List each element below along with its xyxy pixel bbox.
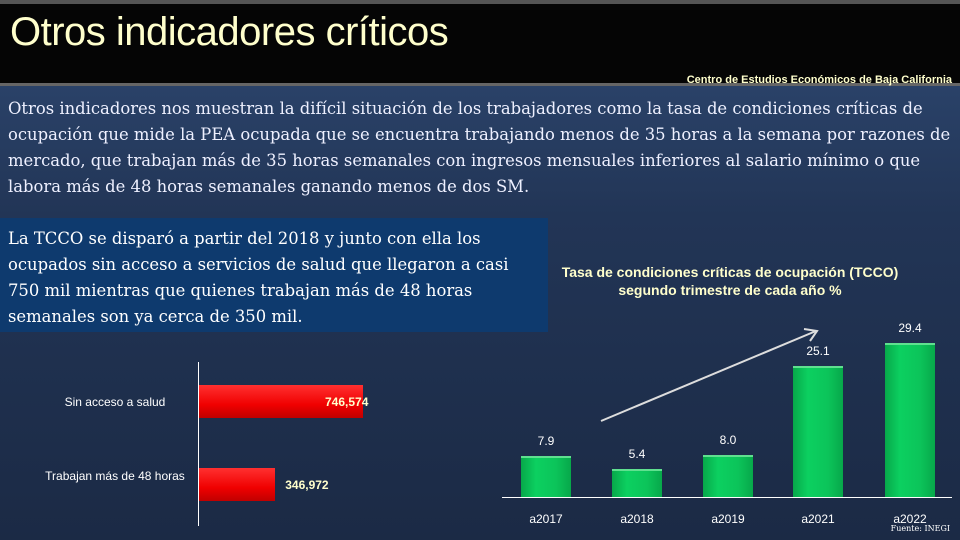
hbar: [199, 385, 363, 418]
header-bar: Otros indicadores críticos Centro de Est…: [0, 0, 960, 86]
hbar-value-label: 346,972: [285, 478, 329, 492]
vbar-value-label: 7.9: [537, 433, 555, 448]
vbar: [521, 455, 571, 497]
vbar-category-label: a2022: [893, 512, 927, 526]
vbar-value-label: 29.4: [898, 321, 922, 335]
intro-paragraph: Otros indicadores nos muestran la difíci…: [8, 99, 951, 196]
vbar-category-label: a2021: [801, 512, 835, 526]
vbar-value-label: 8.0: [719, 433, 737, 448]
vbar-category-label: a2018: [620, 512, 654, 526]
chart-baseline: [502, 497, 952, 498]
vbar: [793, 365, 843, 497]
vbar-category-label: a2017: [529, 512, 563, 526]
hbar-axis: [198, 362, 199, 526]
hbar-category-label: Trabajan más de 48 horas: [45, 469, 185, 483]
vbar: [612, 468, 662, 497]
hbar-category-label: Sin acceso a salud: [64, 395, 166, 409]
vbar: [885, 343, 935, 497]
source-note: Fuente: INEGI: [890, 524, 950, 533]
vbar-category-label: a2019: [711, 512, 745, 526]
highlight-box: La TCCO se disparó a partir del 2018 y j…: [0, 218, 548, 332]
hbar-value-label: 746,574: [325, 395, 369, 409]
chart-title: Tasa de condiciones críticas de ocupació…: [561, 264, 899, 298]
organization-label: Centro de Estudios Económicos de Baja Ca…: [686, 74, 952, 86]
vbar-value-label: 25.1: [806, 343, 830, 358]
vbar-value-label: 5.4: [628, 446, 646, 461]
vbar: [703, 455, 753, 497]
page-title: Otros indicadores críticos: [10, 10, 449, 54]
hbar: [199, 468, 276, 501]
